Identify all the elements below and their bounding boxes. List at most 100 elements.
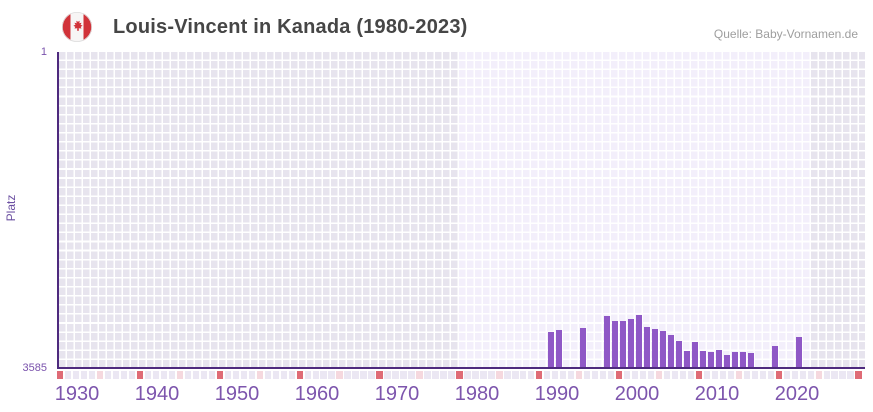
strip-cell-2007 <box>687 371 695 379</box>
strip-cell-2020 <box>791 371 798 379</box>
bar-1993[interactable] <box>580 328 586 367</box>
x-tick-1980: 1980 <box>454 383 500 405</box>
strip-cell-1953 <box>256 371 263 379</box>
strip-cell-1958 <box>296 371 303 379</box>
strip-cell-2017 <box>767 371 774 379</box>
strip-cell-2003 <box>655 371 663 379</box>
bar-2010[interactable] <box>716 350 722 367</box>
bar-2002[interactable] <box>652 329 658 367</box>
strip-cell-1946 <box>200 371 208 379</box>
strip-cell-1978 <box>456 371 463 379</box>
strip-cell-1997 <box>607 371 615 379</box>
bar-2011[interactable] <box>724 355 730 367</box>
strip-cell-2010 <box>711 371 719 379</box>
strip-cell-2006 <box>679 371 687 379</box>
x-tick-2000: 2000 <box>614 383 660 405</box>
strip-cell-1942 <box>168 371 176 379</box>
strip-cell-1980 <box>472 371 479 379</box>
plot-area <box>57 52 865 369</box>
strip-cell-1945 <box>192 371 200 379</box>
strip-cell-1994 <box>583 371 591 379</box>
bar-2012[interactable] <box>732 352 738 367</box>
strip-cell-2005 <box>671 371 679 379</box>
strip-cell-1984 <box>504 371 511 379</box>
strip-cell-2024 <box>823 371 830 379</box>
strip-cell-1936 <box>120 371 128 379</box>
strip-cell-1959 <box>304 371 311 379</box>
strip-cell-1993 <box>575 371 583 379</box>
strip-cell-1960 <box>312 371 319 379</box>
bar-2004[interactable] <box>668 335 674 367</box>
bar-2014[interactable] <box>748 353 754 367</box>
source-attribution: Quelle: Baby-Vornamen.de <box>713 27 858 41</box>
strip-cell-2016 <box>759 371 767 379</box>
strip-cell-1954 <box>264 371 271 379</box>
bar-2001[interactable] <box>644 327 650 367</box>
strip-cell-1948 <box>216 371 224 379</box>
strip-cell-2028 <box>855 371 862 379</box>
bar-1996[interactable] <box>604 316 610 367</box>
strip-cell-1961 <box>320 371 327 379</box>
strip-cell-1968 <box>376 371 383 379</box>
strip-cell-1973 <box>416 371 423 379</box>
strip-cell-1939 <box>144 371 152 379</box>
strip-cell-1944 <box>184 371 192 379</box>
strip-cell-1966 <box>360 371 367 379</box>
bar-2017[interactable] <box>772 345 778 367</box>
strip-cell-1934 <box>104 371 112 379</box>
strip-cell-1928 <box>57 371 64 379</box>
strip-cell-1975 <box>432 371 439 379</box>
strip-cell-1963 <box>336 371 343 379</box>
bar-2007[interactable] <box>692 342 698 367</box>
strip-cell-1971 <box>400 371 407 379</box>
strip-cell-1952 <box>248 371 256 379</box>
bar-2020[interactable] <box>796 337 802 367</box>
strip-cell-2015 <box>751 371 759 379</box>
strip-cell-1949 <box>224 371 232 379</box>
x-tick-1960: 1960 <box>294 383 340 405</box>
strip-cell-1964 <box>344 371 351 379</box>
strip-cell-1985 <box>512 371 519 379</box>
bar-1999[interactable] <box>628 319 634 367</box>
bar-1998[interactable] <box>620 321 626 367</box>
bar-1989[interactable] <box>548 332 554 367</box>
strip-cell-2026 <box>839 371 846 379</box>
strip-cell-2025 <box>831 371 838 379</box>
strip-cell-1967 <box>368 371 375 379</box>
strip-cell-1982 <box>488 371 495 379</box>
strip-cell-1951 <box>240 371 248 379</box>
strip-cell-1998 <box>615 371 623 379</box>
strip-cell-1955 <box>272 371 279 379</box>
strip-cell-1987 <box>528 371 535 379</box>
x-tick-1940: 1940 <box>134 383 180 405</box>
strip-cell-1988 <box>536 371 543 379</box>
strip-cell-1972 <box>408 371 415 379</box>
chart-title: Louis-Vincent in Kanada (1980-2023) <box>113 16 468 38</box>
bar-2003[interactable] <box>660 331 666 367</box>
bar-2000[interactable] <box>636 315 642 367</box>
bar-2008[interactable] <box>700 351 706 367</box>
strip-cell-2022 <box>807 371 814 379</box>
strip-cell-1991 <box>560 371 567 379</box>
bar-2006[interactable] <box>684 351 690 367</box>
strip-cell-2002 <box>647 371 655 379</box>
strip-cell-1943 <box>176 371 184 379</box>
year-marker-strip <box>57 371 865 379</box>
bar-1990[interactable] <box>556 330 562 367</box>
strip-cell-1983 <box>496 371 503 379</box>
bar-2009[interactable] <box>708 352 714 367</box>
bar-2013[interactable] <box>740 352 746 367</box>
strip-cell-1999 <box>623 371 631 379</box>
strip-cell-1962 <box>328 371 335 379</box>
x-tick-1970: 1970 <box>374 383 420 405</box>
strip-cell-1996 <box>599 371 607 379</box>
strip-cell-2004 <box>663 371 671 379</box>
strip-cell-1929 <box>64 371 72 379</box>
x-tick-2020: 2020 <box>774 383 820 405</box>
bar-1997[interactable] <box>612 321 618 367</box>
strip-cell-1938 <box>136 371 144 379</box>
bar-2005[interactable] <box>676 341 682 367</box>
strip-cell-1956 <box>280 371 287 379</box>
strip-cell-1977 <box>448 371 455 379</box>
